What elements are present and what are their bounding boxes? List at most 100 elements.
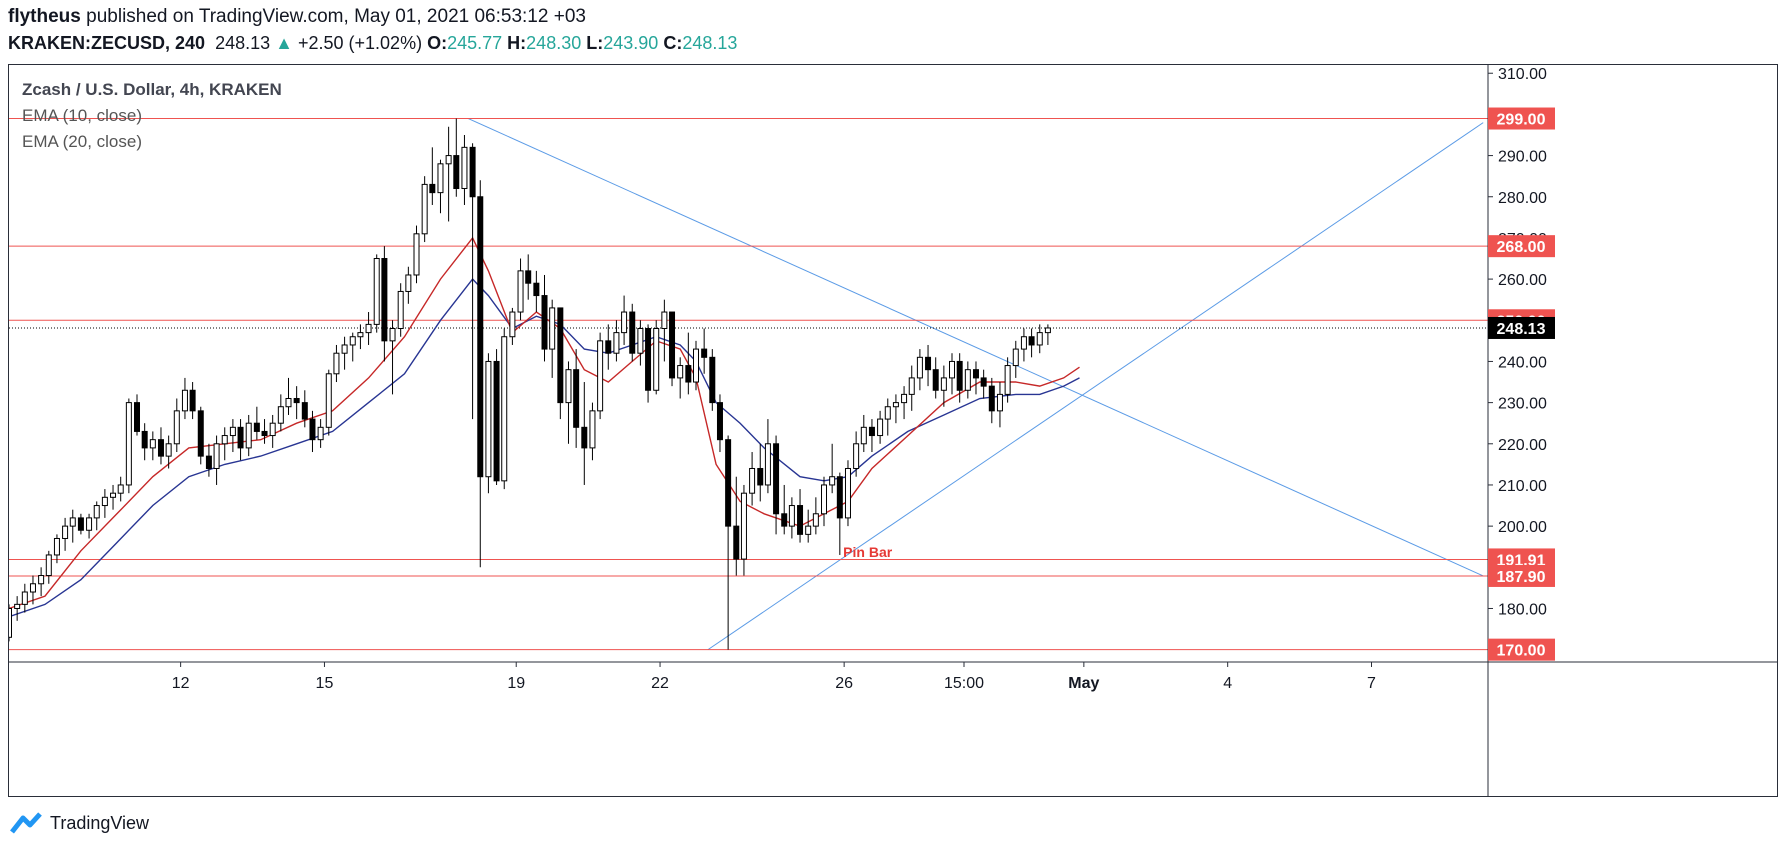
candle-body: [86, 517, 93, 531]
candle-body: [38, 575, 45, 585]
y-tick-label: 230.00: [1498, 396, 1547, 413]
triangle-up-icon: ▲: [275, 33, 293, 53]
candle-body: [980, 377, 987, 387]
last-price-text: 248.13: [215, 33, 271, 53]
candle: [701, 328, 708, 374]
candle-body: [165, 443, 172, 457]
candle: [317, 419, 324, 448]
x-tick-label: 15:00: [944, 675, 984, 692]
candle: [181, 377, 188, 420]
ema10-line: [9, 236, 1080, 610]
trend-line-1: [707, 122, 1484, 651]
candle: [461, 134, 468, 205]
candle-body: [996, 393, 1003, 412]
candle-body: [221, 435, 228, 445]
candle: [613, 320, 620, 362]
candle-body: [964, 369, 971, 391]
footer-brand[interactable]: TradingView: [10, 812, 149, 834]
candle-body: [701, 348, 708, 358]
candle: [1020, 328, 1027, 362]
candle: [788, 497, 795, 539]
candle: [134, 394, 141, 436]
candle-body: [413, 233, 420, 276]
candle-body: [956, 360, 963, 391]
candle: [605, 324, 612, 370]
candle-body: [453, 155, 460, 190]
candle: [429, 147, 436, 205]
candle: [493, 349, 500, 485]
candle: [892, 394, 899, 424]
candle: [836, 472, 843, 555]
candle: [517, 258, 524, 321]
candle: [884, 398, 891, 436]
x-tick-label: 19: [507, 675, 525, 692]
candle: [797, 489, 804, 543]
candle-body: [733, 525, 740, 560]
candle: [141, 423, 148, 461]
candle-body: [309, 418, 316, 441]
ema10-legend[interactable]: EMA (10, close): [22, 106, 142, 125]
candle-body: [581, 426, 588, 449]
candle: [269, 414, 276, 448]
candle: [29, 575, 36, 605]
level-tag-label: 299.00: [1497, 112, 1546, 129]
candle: [381, 246, 388, 362]
candle-body: [341, 344, 348, 354]
open-label: O:: [427, 33, 448, 53]
candle: [860, 414, 867, 453]
candle-body: [740, 492, 747, 560]
candle: [725, 435, 732, 650]
candle-body: [45, 554, 52, 577]
candle-body: [829, 476, 836, 486]
candle: [325, 369, 332, 436]
candle-body: [134, 402, 141, 432]
candle: [245, 414, 252, 457]
candle: [709, 349, 716, 411]
candle: [716, 394, 723, 453]
author-name[interactable]: flytheus: [8, 6, 81, 27]
candle-body: [62, 525, 69, 539]
candle: [925, 344, 932, 387]
candle-body: [293, 397, 300, 404]
candle-body: [605, 340, 612, 354]
candle: [189, 382, 196, 420]
candle: [645, 324, 652, 403]
candle: [333, 344, 340, 383]
candle-body: [805, 525, 812, 535]
candle: [541, 274, 548, 362]
candle: [932, 357, 939, 399]
candle: [509, 307, 516, 345]
candle-body: [549, 307, 556, 350]
x-tick-label: 12: [172, 675, 190, 692]
candle: [213, 435, 220, 485]
candle: [685, 332, 692, 395]
candle-body: [285, 397, 292, 408]
candle: [38, 567, 45, 597]
candle: [453, 118, 460, 197]
y-tick-label: 200.00: [1498, 519, 1547, 536]
x-tick-label: 4: [1223, 675, 1232, 692]
candle-body: [916, 356, 923, 379]
candle-body: [269, 422, 276, 437]
candle: [757, 443, 764, 502]
candle: [940, 365, 947, 407]
candle: [277, 394, 284, 432]
last-price-tag-bg: [1488, 316, 1555, 339]
candle-body: [908, 377, 915, 395]
candle-body: [653, 328, 660, 391]
candle: [45, 550, 52, 584]
candle: [485, 353, 492, 494]
candle: [349, 332, 356, 362]
candle-body: [764, 443, 771, 486]
x-tick-label: 15: [316, 675, 334, 692]
candle-body: [229, 426, 236, 437]
candle: [805, 509, 812, 543]
ema20-line: [9, 278, 1080, 618]
candle: [149, 431, 156, 461]
candle: [117, 476, 124, 502]
candle-body: [1036, 332, 1043, 346]
candle-body: [117, 484, 124, 494]
candle-body: [844, 467, 851, 519]
ema20-legend[interactable]: EMA (20, close): [22, 132, 142, 151]
